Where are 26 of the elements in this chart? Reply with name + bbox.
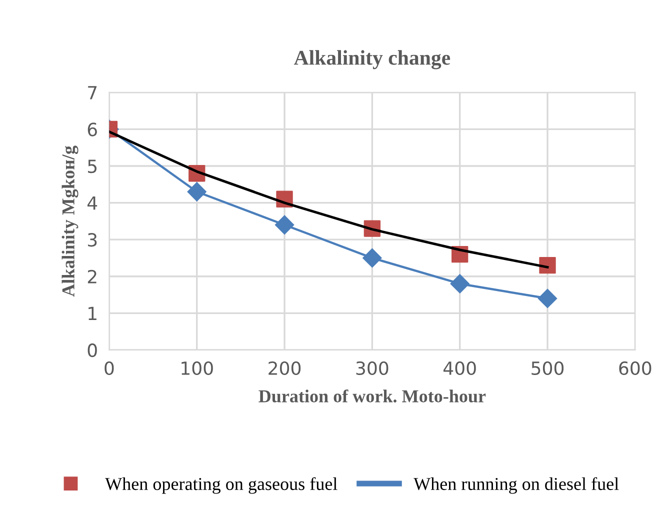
point bbox=[187, 182, 206, 202]
point bbox=[362, 248, 382, 268]
x-tick-label: 0 bbox=[104, 361, 114, 376]
y-tick-label: 3 bbox=[88, 233, 97, 247]
point bbox=[274, 215, 294, 234]
x-tick-label: 400 bbox=[443, 361, 476, 376]
x-axis-title: Duration of work. Moto-hour bbox=[258, 389, 486, 402]
y-axis-title: Alkalinity Mgkoн/g bbox=[62, 146, 78, 297]
y-tick-label: 0 bbox=[88, 343, 97, 358]
y-tick-label: 1 bbox=[88, 306, 96, 320]
legend-label: When running on diesel fuel bbox=[414, 477, 619, 494]
x-tick-label: 600 bbox=[619, 361, 652, 376]
y-tick-label: 7 bbox=[88, 86, 97, 100]
legend-label: When operating on gaseous fuel bbox=[105, 477, 338, 494]
chart-title: Alkalinity change bbox=[294, 50, 450, 70]
point bbox=[538, 288, 558, 308]
point bbox=[539, 257, 556, 274]
x-tick-label: 500 bbox=[532, 361, 564, 376]
y-tick-label: 2 bbox=[88, 270, 96, 284]
point bbox=[450, 274, 470, 294]
y-tick-label: 6 bbox=[88, 122, 97, 136]
y-tick-label: 5 bbox=[88, 160, 97, 174]
x-tick-label: 200 bbox=[268, 361, 301, 376]
x-tick-label: 100 bbox=[182, 361, 213, 376]
y-tick-label: 4 bbox=[87, 196, 98, 210]
x-tick-label: 300 bbox=[356, 361, 388, 376]
